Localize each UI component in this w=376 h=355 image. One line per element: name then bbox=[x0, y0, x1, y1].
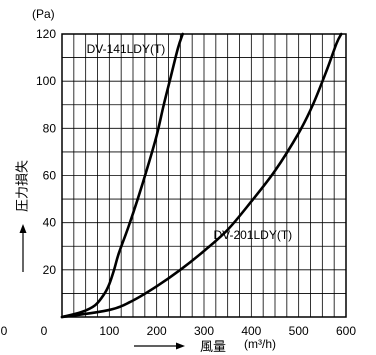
x-tick-label: 100 bbox=[99, 324, 119, 338]
y-axis-arrow-head bbox=[19, 224, 27, 233]
x-tick-label: 300 bbox=[194, 324, 214, 338]
x-tick-label: 500 bbox=[289, 324, 309, 338]
y-tick-label: 40 bbox=[43, 216, 57, 230]
x-tick-label: 400 bbox=[241, 324, 261, 338]
curves bbox=[60, 32, 343, 319]
x-axis-arrow-head bbox=[176, 342, 185, 350]
x-axis-title: 風量 (m³/h) bbox=[134, 337, 276, 355]
series-line-2 bbox=[60, 32, 343, 319]
y-tick-label: 60 bbox=[43, 169, 57, 183]
tick-labels: 0 100 200 300 400 500 600 20 40 60 80 100 120 bbox=[36, 27, 356, 338]
x-tick-label: 200 bbox=[147, 324, 167, 338]
series-label-dv141: DV-141LDY(T) bbox=[87, 42, 166, 56]
y-tick-label: 100 bbox=[36, 74, 56, 88]
y-tick-label: 120 bbox=[36, 27, 56, 41]
x-tick-label: 0 bbox=[41, 324, 48, 338]
y-tick-label: 20 bbox=[43, 263, 57, 277]
grid bbox=[62, 34, 346, 317]
outer-zero-label: 0 bbox=[1, 324, 8, 338]
y-axis-label: 圧力損失 bbox=[16, 160, 31, 212]
series-label-dv201: DV-201LDY(T) bbox=[213, 228, 292, 242]
y-tick-label: 80 bbox=[43, 121, 57, 135]
y-unit-label: (Pa) bbox=[32, 7, 55, 21]
plot-frame bbox=[61, 33, 347, 318]
y-axis-title: 圧力損失 bbox=[16, 160, 31, 272]
x-unit-label: (m³/h) bbox=[244, 337, 276, 351]
series-line-1 bbox=[60, 32, 184, 319]
x-tick-label: 600 bbox=[336, 324, 356, 338]
x-axis-label: 風量 bbox=[200, 340, 226, 355]
